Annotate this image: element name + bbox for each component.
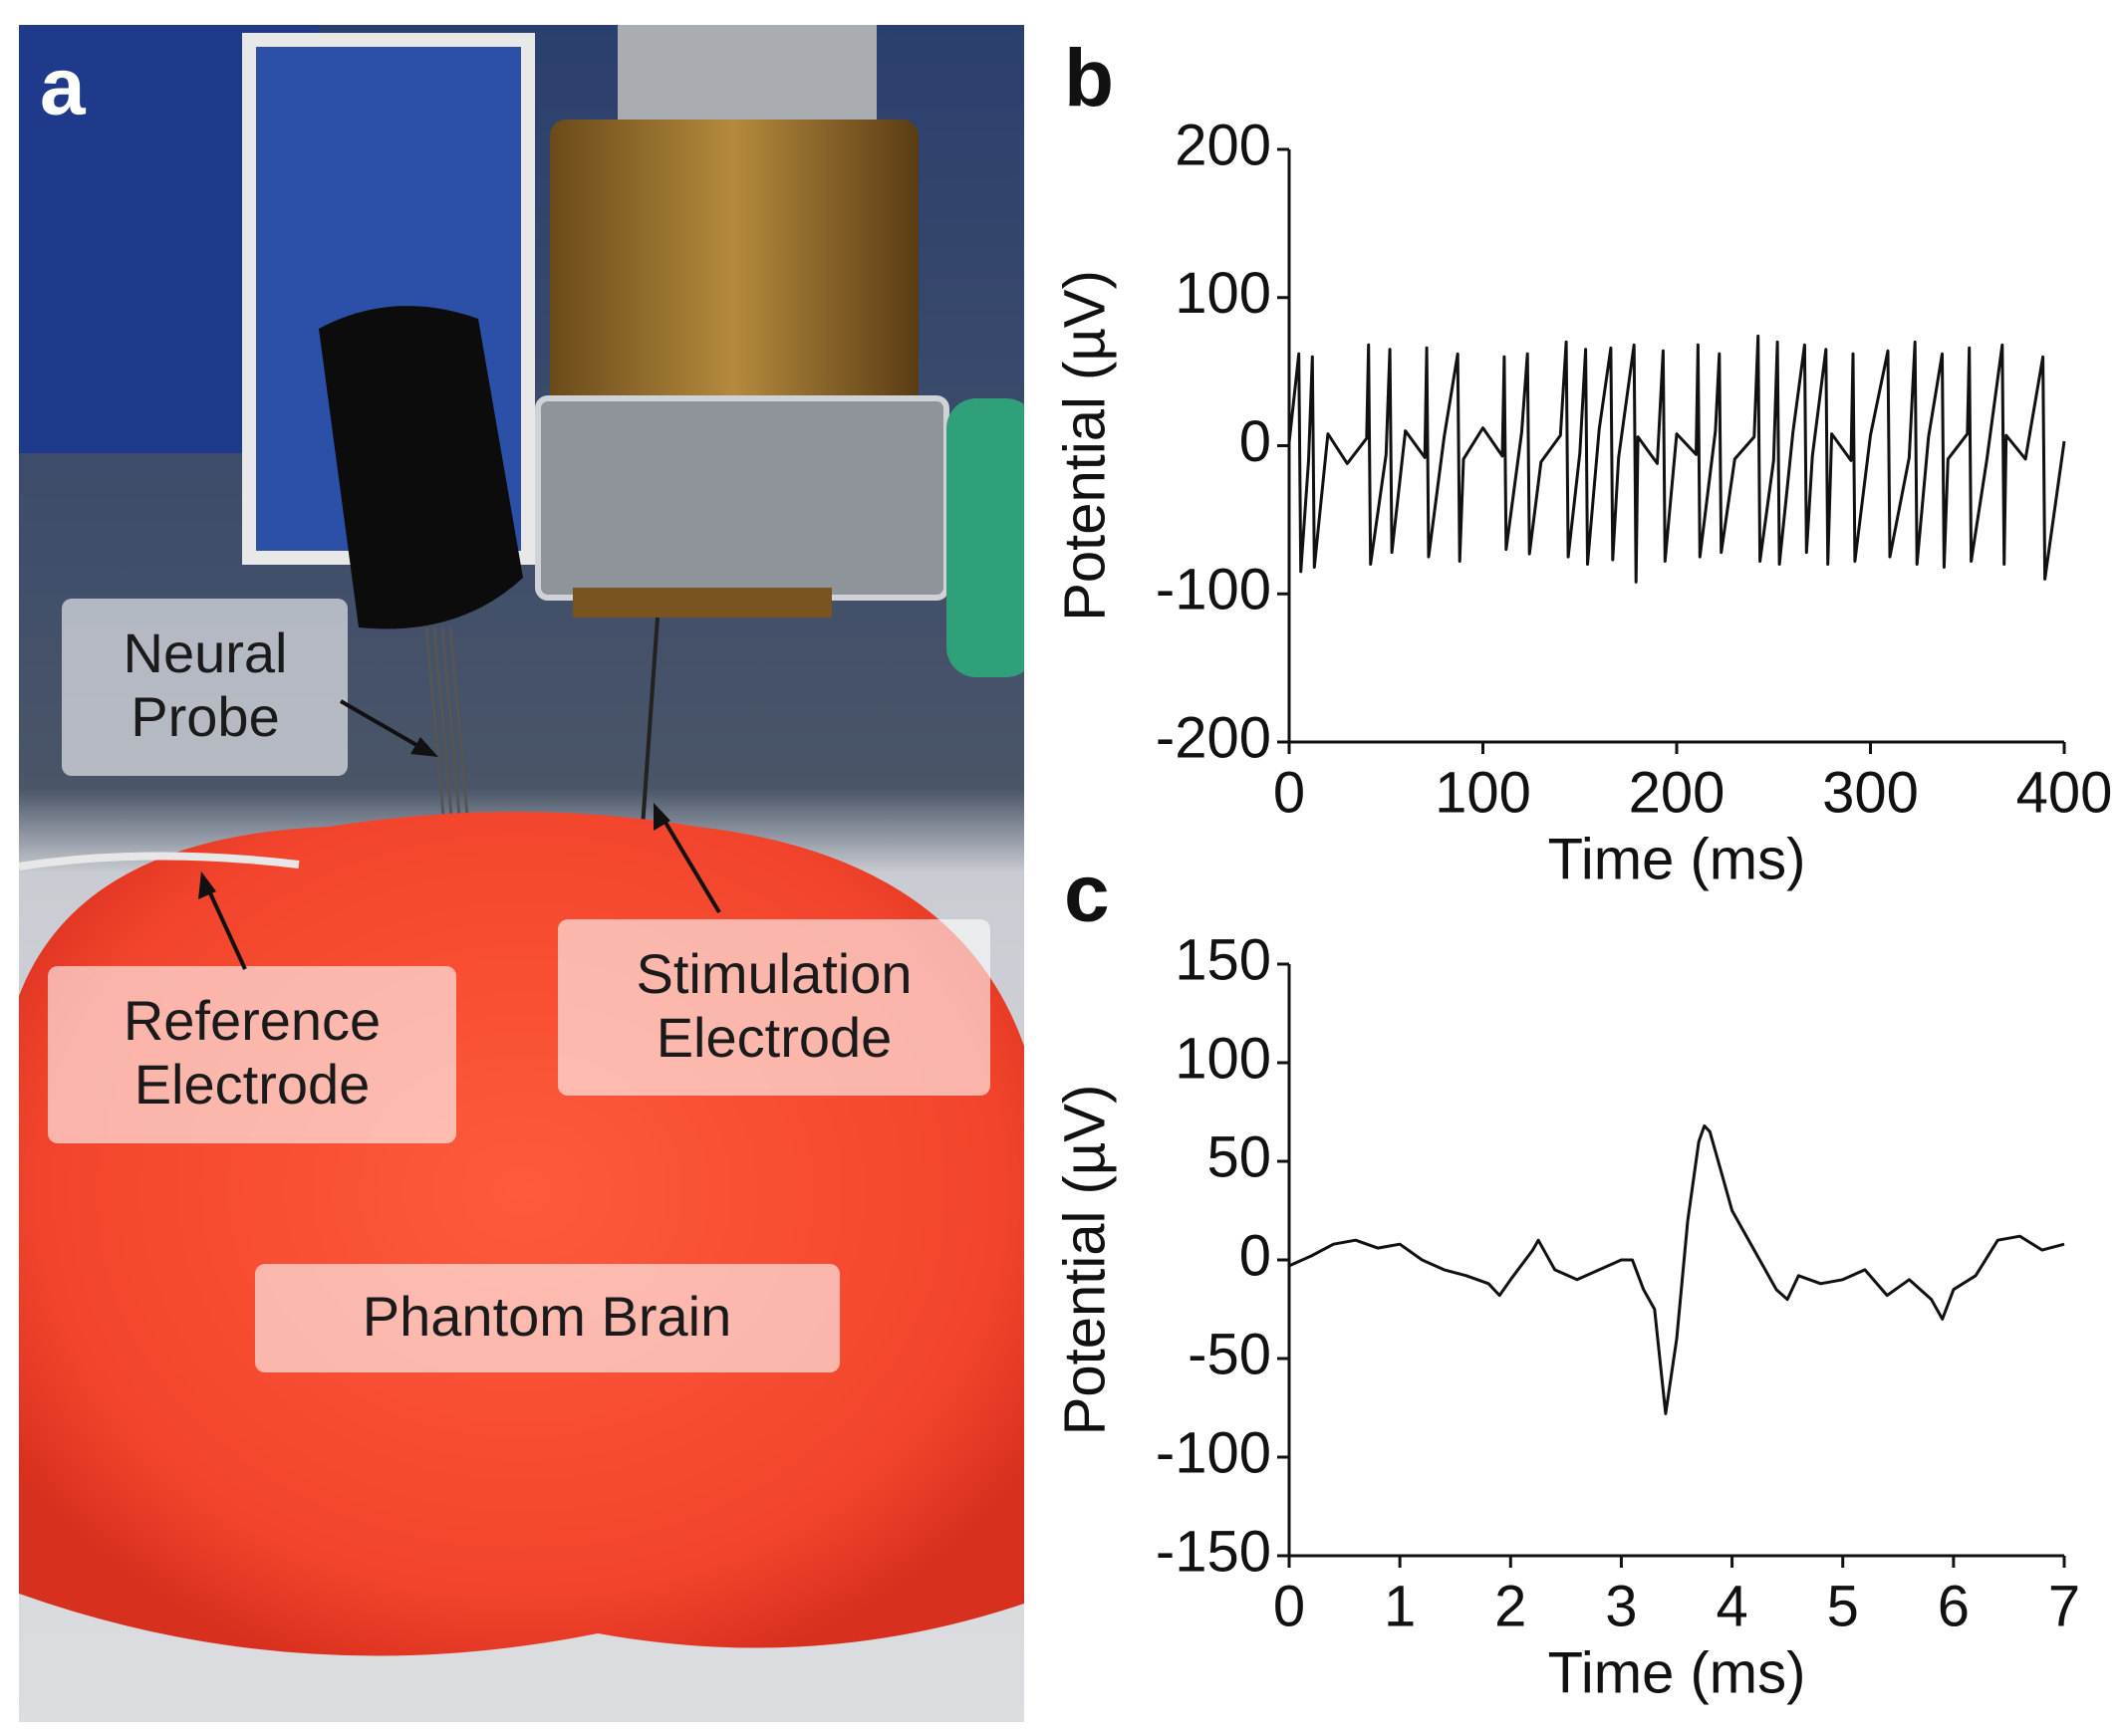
green-clip (946, 398, 1024, 677)
y-tick-label: 0 (1239, 409, 1271, 474)
annotation: Reference (124, 989, 381, 1052)
x-tick-label: 3 (1605, 1574, 1637, 1638)
holder-base (573, 588, 832, 618)
y-tick-label: -200 (1156, 705, 1271, 770)
annotation: Stimulation (636, 942, 912, 1005)
y-tick-label: -50 (1188, 1322, 1271, 1386)
data-line (1287, 334, 2066, 584)
x-tick-label: 0 (1273, 760, 1305, 825)
annotation: Neural (124, 621, 288, 684)
photo: Neural Probe Reference Electrode Stimula… (19, 25, 1024, 1722)
y-tick-label: 100 (1175, 261, 1271, 326)
reference-wire (19, 852, 300, 870)
x-tick-label: 400 (2016, 760, 2113, 825)
annotation: Electrode (134, 1053, 371, 1116)
annotation: Phantom Brain (363, 1285, 731, 1348)
x-tick-label: 4 (1716, 1574, 1747, 1638)
y-tick-label: -150 (1156, 1519, 1271, 1584)
annotation: Electrode (657, 1006, 893, 1069)
electrode-holder (550, 120, 919, 418)
x-tick-label: 2 (1494, 1574, 1526, 1638)
x-axis-title: Time (ms) (1548, 1640, 1806, 1705)
annotation: Probe (131, 685, 279, 748)
y-tick-label: 0 (1239, 1223, 1271, 1288)
panel-label: c (1064, 849, 1110, 939)
x-tick-label: 1 (1384, 1574, 1416, 1638)
arrows (198, 699, 721, 970)
panel-label: a (40, 42, 87, 132)
y-tick-label: 50 (1206, 1124, 1271, 1189)
panel-label: b (1064, 34, 1114, 124)
x-tick-label: 5 (1827, 1574, 1859, 1638)
x-tick-label: 6 (1938, 1574, 1970, 1638)
x-tick-label: 100 (1435, 760, 1531, 825)
x-tick-label: 0 (1273, 1574, 1305, 1638)
y-tick-label: -100 (1156, 558, 1271, 622)
x-axis-title: Time (ms) (1548, 827, 1806, 891)
x-tick-label: 300 (1822, 760, 1919, 825)
y-tick-label: 100 (1175, 1026, 1271, 1091)
x-tick-label: 7 (2048, 1574, 2080, 1638)
probe-head (319, 306, 523, 629)
y-axis-title: Potential (µV) (1052, 270, 1117, 621)
y-tick-label: 200 (1175, 113, 1271, 177)
y-tick-label: 150 (1175, 927, 1271, 992)
clamp (535, 395, 949, 601)
y-tick-label: -100 (1156, 1420, 1271, 1485)
y-axis-title: Potential (µV) (1052, 1085, 1117, 1436)
x-tick-label: 200 (1629, 760, 1726, 825)
data-line (1288, 1123, 2065, 1415)
label-boxes (48, 599, 990, 1372)
